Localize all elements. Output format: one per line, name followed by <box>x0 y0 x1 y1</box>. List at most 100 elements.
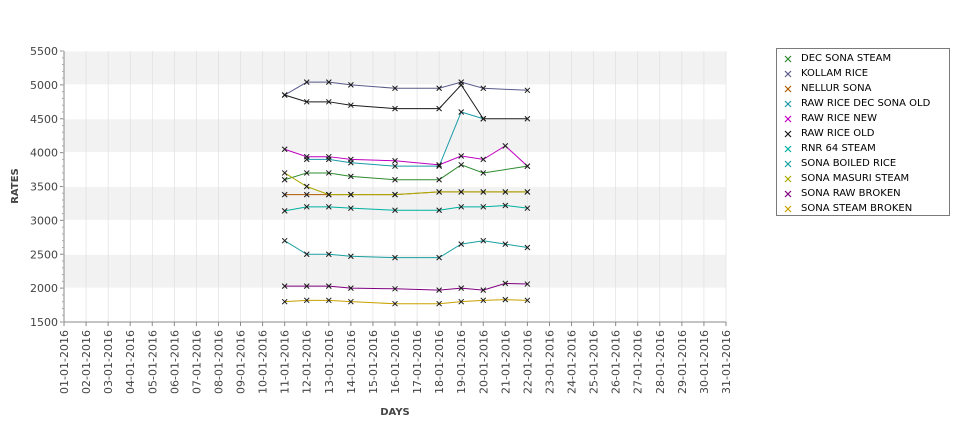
x-tick-label: 20-01-2016 <box>477 330 490 394</box>
x-tick-label: 10-01-2016 <box>257 330 270 394</box>
legend-item: SONA STEAM BROKEN <box>781 201 945 216</box>
x-tick-label: 05-01-2016 <box>146 330 159 394</box>
data-point <box>458 241 465 247</box>
legend-item: NELLUR SONA <box>781 81 945 96</box>
legend-label: DEC SONA STEAM <box>801 53 892 64</box>
data-point <box>303 98 310 105</box>
data-point <box>303 191 310 198</box>
data-point <box>325 191 332 198</box>
legend-x-marker-icon <box>784 70 792 77</box>
legend-item: SONA RAW BROKEN <box>781 186 945 201</box>
legend-label: SONA BOILED RICE <box>801 158 897 169</box>
data-point <box>348 173 354 180</box>
x-tick-label: 19-01-2016 <box>455 330 468 394</box>
data-point <box>392 157 398 164</box>
x-axis-ticks: 01-01-2016 02-01-2016 03-01-2016 04-01-2016… <box>58 322 733 394</box>
data-point <box>281 191 288 198</box>
legend-item: SONA MASURI STEAM <box>781 171 945 186</box>
x-tick-label: 11-01-2016 <box>279 330 292 394</box>
data-point <box>348 205 354 212</box>
data-point <box>524 115 531 122</box>
data-point <box>348 156 354 163</box>
y-axis-ticks: 1500 2000 2500 3000 3500 4000 4500 5000 5500 <box>30 45 64 329</box>
data-point <box>458 161 465 168</box>
data-point <box>392 254 398 261</box>
data-point <box>480 237 487 244</box>
x-tick-label: 24-01-2016 <box>566 330 579 394</box>
y-tick-label: 2500 <box>30 248 58 261</box>
data-point <box>458 109 465 115</box>
legend-x-marker-icon <box>784 205 792 212</box>
legend-label: RAW RICE DEC SONA OLD <box>801 98 931 109</box>
x-tick-label: 16-01-2016 <box>389 330 402 394</box>
data-point <box>392 163 398 170</box>
legend-x-marker-icon <box>784 85 792 92</box>
legend-item: SONA BOILED RICE <box>781 156 945 171</box>
x-tick-label: 09-01-2016 <box>235 330 248 394</box>
legend-x-marker-icon <box>784 160 792 167</box>
legend-item: RAW RICE DEC SONA OLD <box>781 96 945 111</box>
series-markers <box>281 79 531 307</box>
x-axis-label: DAYS <box>380 407 410 418</box>
data-point <box>502 241 509 247</box>
data-point <box>524 244 531 251</box>
x-tick-label: 22-01-2016 <box>521 330 534 394</box>
series-line <box>284 204 528 212</box>
legend-x-marker-icon <box>784 175 792 182</box>
x-tick-label: 27-01-2016 <box>632 330 645 394</box>
data-point <box>458 285 465 291</box>
data-point <box>325 203 332 210</box>
data-point <box>524 297 531 304</box>
data-point <box>480 115 487 122</box>
legend-label: SONA MASURI STEAM <box>801 173 910 184</box>
x-tick-label: 17-01-2016 <box>411 330 424 394</box>
data-point <box>480 203 487 210</box>
data-point <box>436 254 442 261</box>
data-point <box>281 92 288 98</box>
x-tick-label: 29-01-2016 <box>676 330 689 394</box>
data-point <box>281 170 288 176</box>
data-point <box>436 176 442 183</box>
x-tick-label: 02-01-2016 <box>80 330 93 394</box>
data-point <box>392 207 398 214</box>
data-point <box>436 300 442 307</box>
data-point <box>502 142 509 149</box>
data-point <box>281 146 288 153</box>
data-point <box>303 79 310 86</box>
data-point <box>303 203 310 210</box>
data-point <box>348 191 354 198</box>
data-point <box>480 189 487 195</box>
data-point <box>392 300 398 307</box>
y-tick-label: 4000 <box>30 147 58 160</box>
data-point <box>303 251 310 258</box>
x-tick-label: 25-01-2016 <box>588 330 601 394</box>
series-line <box>284 145 528 167</box>
y-axis-label: RATES <box>10 168 21 204</box>
data-point <box>348 102 354 109</box>
x-tick-label: 06-01-2016 <box>168 330 181 394</box>
x-tick-label: 18-01-2016 <box>433 330 446 394</box>
data-point <box>502 296 509 303</box>
data-point <box>480 85 487 92</box>
legend-label: RNR 64 STEAM <box>801 143 876 154</box>
y-tick-label: 2000 <box>30 282 58 295</box>
data-point <box>524 205 531 212</box>
data-point <box>480 170 487 176</box>
data-point <box>281 237 288 244</box>
data-point <box>458 203 465 210</box>
data-point <box>436 287 442 294</box>
y-tick-label: 3500 <box>30 181 58 194</box>
series-line <box>284 172 528 196</box>
legend-x-marker-icon <box>784 55 792 62</box>
data-point <box>281 298 288 305</box>
data-point <box>325 297 332 304</box>
legend-item: RAW RICE OLD <box>781 126 945 141</box>
data-point <box>348 82 354 88</box>
data-point <box>524 163 531 170</box>
data-point <box>458 189 465 195</box>
data-point <box>524 87 531 94</box>
x-tick-label: 23-01-2016 <box>543 330 556 394</box>
data-point <box>281 176 288 183</box>
data-point <box>325 98 332 105</box>
